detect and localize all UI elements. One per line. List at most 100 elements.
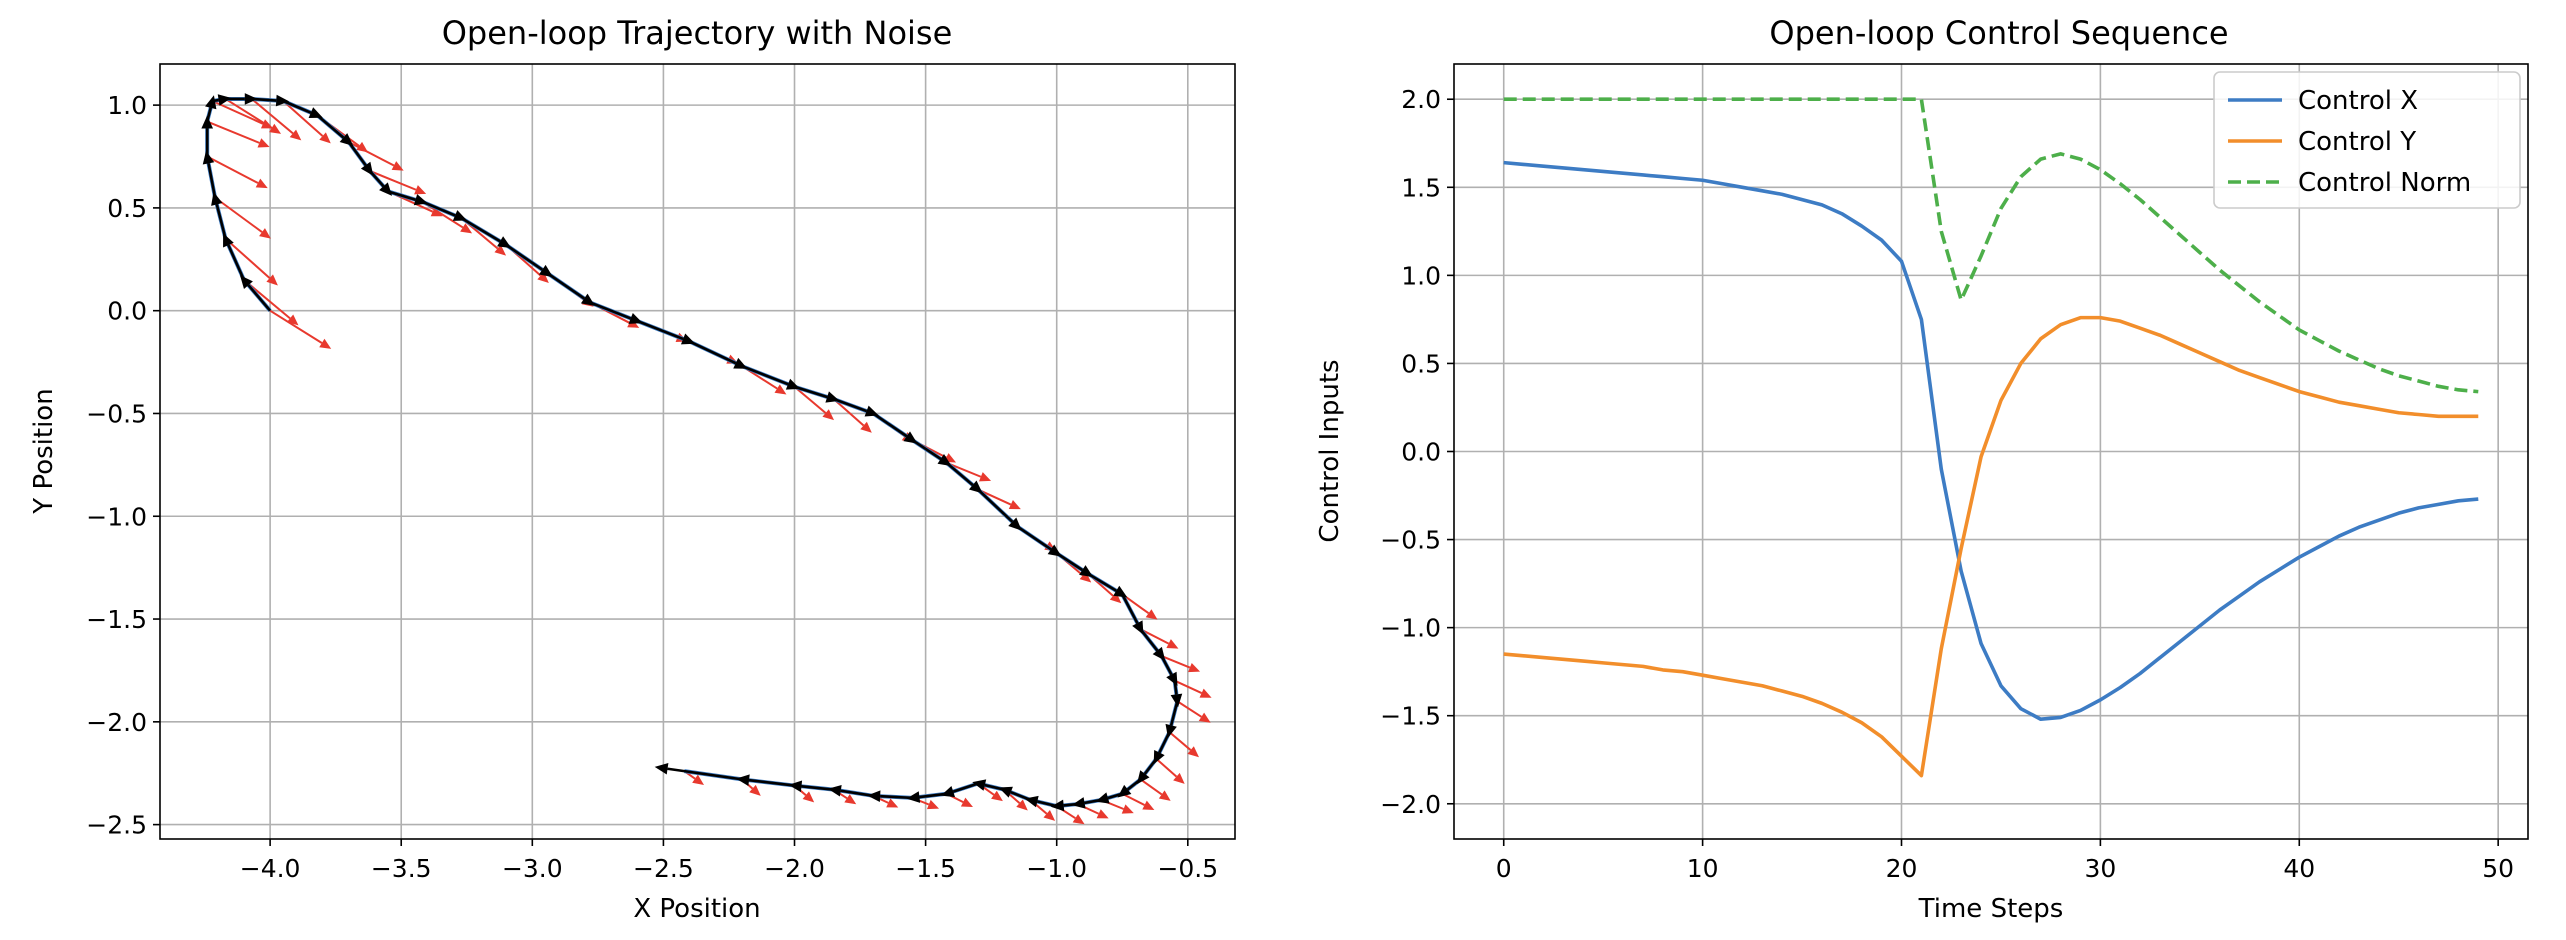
noise-arrow [348,141,404,171]
y-tick-label: 1.0 [107,91,147,120]
heading-arrow [282,99,323,119]
noise-arrow [282,100,331,144]
heading-arrow [1121,593,1144,635]
heading-arrow [788,780,834,793]
heading-arrow-shaft [984,783,1005,791]
heading-arrow-head [244,93,258,105]
heading-arrow [547,272,595,306]
heading-arrow-shaft [945,461,974,486]
heading-arrow-shaft [1126,778,1142,791]
y-tick-label: 0.0 [1401,438,1441,467]
heading-arrow-head [1050,799,1065,812]
heading-arrow-shaft [833,397,868,413]
noise-arrow-head [1142,800,1155,811]
trajectory-plot-ticks: −4.0 −3.5 −3.0 −2.5 −2.0 −1.5 −1.0 −0.5 −2.5 −2.0… [86,91,1218,883]
noise-arrow [1140,628,1179,649]
noise-arrow-head [926,799,940,810]
heading-arrow-shaft [1107,792,1123,800]
heading-arrow [240,275,272,312]
heading-arrow [741,364,801,390]
x-tick-label: −2.0 [764,854,825,883]
heading-arrow-shaft [1063,802,1078,807]
y-tick-label: −1.5 [1380,702,1441,731]
heading-arrow [1095,792,1123,804]
noise-arrow-head [886,798,899,808]
noise-arrow-shaft [1121,792,1146,806]
noise-arrow [1168,731,1200,758]
heading-arrow-shaft [589,301,632,320]
trajectory-plot-frame [159,63,1236,840]
noise-arrow-head [1198,712,1211,723]
heading-arrow-shaft [547,272,585,300]
heading-arrow-head [1170,693,1183,708]
heading-arrow [940,782,979,798]
control-plot-ylabel: Control Inputs [1315,359,1345,542]
y-tick-label: 0.5 [107,194,147,223]
noise-arrow-head [1008,500,1021,510]
heading-arrow [460,217,512,248]
heading-arrow-head [217,94,232,106]
heading-arrow-shaft [872,412,908,438]
noise-arrow-head [494,244,507,256]
legend-label: Control Norm [2298,168,2471,198]
trajectory-plot-xlabel: X Position [633,894,760,924]
heading-arrow-shaft [212,98,219,103]
x-tick-label: 40 [2283,854,2315,883]
noise-arrow-head [1079,571,1092,583]
noise-arrow-shaft [1155,758,1178,778]
noise-arrow [977,488,1021,510]
heading-arrow [945,461,983,494]
noise-arrow-shaft [833,398,865,427]
noise-arrow [206,120,270,148]
noise-arrow-shaft [1140,628,1170,645]
heading-arrow-head [972,779,987,791]
heading-arrow [1016,525,1062,557]
heading-arrow-shaft [741,364,789,386]
heading-arrow-shaft [1158,731,1171,754]
noise-arrow-head [692,774,705,785]
noise-arrow-shaft [1174,679,1203,695]
heading-arrow [906,791,947,803]
legend-label: Control Y [2298,127,2416,157]
trajectory-plot-title: Open-loop Trajectory with Noise [442,14,953,52]
x-tick-label: −1.0 [1026,854,1087,883]
noise-arrow-shaft [1140,778,1163,796]
noise-arrow-head [460,223,473,234]
y-tick-label: 2.0 [1401,85,1441,114]
heading-arrow-shaft [801,784,834,791]
control-plot-title: Open-loop Control Sequence [1769,14,2228,52]
noise-arrow-head [319,132,331,144]
heading-arrow [1170,680,1183,708]
heading-arrow [1087,572,1128,598]
heading-arrow [225,93,258,105]
legend-label: Control X [2298,86,2418,116]
heading-arrow [794,385,840,403]
x-tick-label: 30 [2084,854,2116,883]
trajectory-plot-data [201,93,1212,825]
x-tick-label: 20 [1886,854,1918,883]
heading-arrow [212,94,232,106]
heading-arrow-shaft [215,204,227,240]
x-tick-label: −4.0 [240,854,301,883]
heading-arrow [977,488,1022,531]
noise-arrow-head [860,421,872,433]
trajectory-plot-grid [160,64,1235,839]
noise-arrow-shaft [1121,593,1150,615]
heading-arrow-head [1113,585,1128,598]
noise-arrow-head [255,178,268,189]
series-line-1 [1503,160,2479,722]
heading-arrow-shaft [919,792,947,799]
heading-arrow-shaft [667,767,743,781]
noise-arrow [833,398,872,433]
heading-arrow [872,412,918,444]
y-tick-label: −0.5 [86,399,147,428]
heading-arrow [205,95,217,122]
heading-arrow-shaft [1087,572,1117,592]
noise-arrow-head [286,314,299,326]
heading-arrow-head [1071,797,1086,809]
heading-arrow-shaft [880,794,913,800]
heading-arrow [211,191,227,240]
heading-arrow [636,319,696,345]
noise-arrow-head [1187,746,1200,758]
noise-arrow [1174,679,1212,698]
